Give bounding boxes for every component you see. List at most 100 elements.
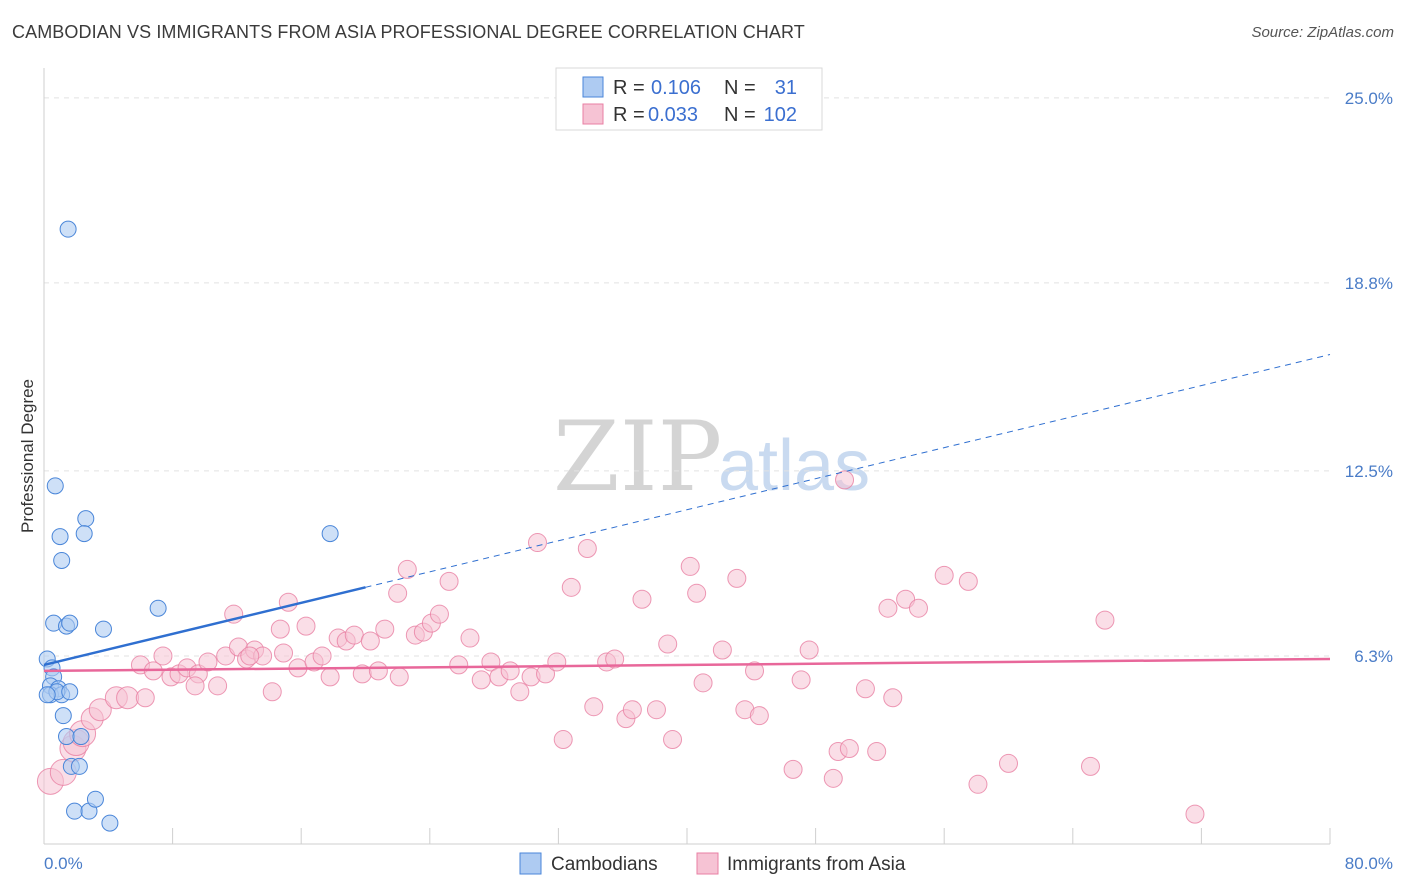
point-immigrants-17 [208,676,228,696]
point-immigrants-39 [388,583,408,603]
point-immigrants-72 [727,568,747,588]
y-tick-label-1: 12.5% [1345,462,1393,481]
point-immigrants-51 [500,661,520,681]
point-immigrants-40 [397,559,417,579]
point-cambodians-7 [149,599,167,617]
point-cambodians-30 [101,814,119,832]
bottom-legend-label-cambodians: Cambodians [551,854,658,875]
point-immigrants-89 [934,565,954,585]
x-tick-label-min: 0.0% [44,854,83,873]
y-axis-label: Professional Degree [18,379,37,533]
point-immigrants-95 [1185,804,1205,824]
trend-immigrants-from-asia [43,657,1331,673]
point-immigrants-94 [1095,610,1115,630]
point-cambodians-10 [61,614,79,632]
point-immigrants-85 [878,598,898,618]
point-immigrants-96 [389,667,409,687]
point-immigrants-75 [745,661,765,681]
point-immigrants-88 [883,688,903,708]
point-cambodians-23 [58,728,76,746]
point-immigrants-52 [510,682,530,702]
point-immigrants-79 [823,768,843,788]
point-immigrants-30 [312,646,332,666]
point-immigrants-69 [687,583,707,603]
point-immigrants-61 [605,649,625,669]
point-immigrants-8 [116,686,140,710]
chart-title: CAMBODIAN VS IMMIGRANTS FROM ASIA PROFES… [12,22,805,42]
point-cambodians-11 [94,620,112,638]
bottom-legend-swatch-cambodians [519,852,542,875]
point-cambodians-29 [86,790,104,808]
point-immigrants-98 [185,676,205,696]
bottom-legend: Cambodians Immigrants from Asia [519,852,906,875]
point-immigrants-54 [536,664,556,684]
point-cambodians-3 [75,525,93,543]
point-immigrants-31 [320,667,340,687]
point-cambodians-6 [321,525,339,543]
point-immigrants-81 [839,738,859,758]
point-immigrants-70 [693,673,713,693]
point-immigrants-28 [296,616,316,636]
point-immigrants-44 [429,604,449,624]
y-tick-label-3: 25.0% [1345,89,1393,108]
x-ticks [172,828,1331,844]
point-immigrants-46 [449,655,469,675]
point-immigrants-87 [908,598,928,618]
point-immigrants-55 [547,652,567,672]
y-tick-label-2: 18.8% [1345,274,1393,293]
point-immigrants-63 [622,700,642,720]
legend-r-value-2: 0.033 [648,104,698,126]
trend-cambodians [43,586,366,667]
point-immigrants-90 [968,774,988,794]
point-immigrants-71 [712,640,732,660]
point-immigrants-45 [439,571,459,591]
watermark-zip: ZIP [553,401,722,513]
legend-swatch-immigrants [582,103,604,125]
point-cambodians-27 [66,802,84,820]
source-label: Source: ZipAtlas.com [1251,24,1394,41]
legend: R = 0.106 N = 31 R = 0.033 N = 102 [555,67,823,131]
point-immigrants-82 [835,470,855,490]
point-immigrants-78 [799,640,819,660]
bottom-legend-swatch-immigrants [696,852,719,875]
point-immigrants-100 [528,533,548,553]
point-cambodians-21 [61,683,79,701]
point-immigrants-34 [344,625,364,645]
point-immigrants-59 [584,697,604,717]
point-immigrants-57 [561,577,581,597]
point-immigrants-83 [855,679,875,699]
point-immigrants-92 [999,753,1018,773]
point-cambodians-4 [51,528,69,546]
y-tick-labels: 6.3% 12.5% 18.8% 25.0% [1345,89,1393,666]
point-immigrants-91 [958,571,978,591]
legend-r-label-2: R = [613,104,645,126]
watermark-atlas: atlas [718,426,870,506]
point-immigrants-64 [632,589,652,609]
point-immigrants-84 [867,741,887,761]
point-immigrants-24 [262,682,282,702]
series-immigrants-from-asia [36,470,1205,824]
point-cambodians-2 [77,510,95,528]
point-immigrants-66 [658,634,678,654]
point-cambodians-20 [38,686,56,704]
point-cambodians-24 [72,728,90,746]
point-immigrants-76 [783,759,803,779]
point-immigrants-67 [663,730,683,750]
point-immigrants-48 [471,670,491,690]
point-immigrants-58 [577,539,597,559]
bottom-legend-label-immigrants: Immigrants from Asia [727,854,906,875]
legend-n-label-1: N = [724,77,756,99]
point-immigrants-38 [375,619,395,639]
series-cambodians [38,220,339,832]
watermark: ZIP atlas [553,401,870,513]
point-cambodians-1 [46,477,64,495]
point-immigrants-36 [360,631,380,651]
point-cambodians-0 [59,220,77,238]
x-tick-label-max: 80.0% [1345,854,1393,873]
legend-r-label-1: R = [613,77,645,99]
legend-r-value-1: 0.106 [651,77,701,99]
point-immigrants-68 [680,556,700,576]
point-cambodians-22 [54,707,72,725]
y-tick-label-0: 6.3% [1354,647,1393,666]
